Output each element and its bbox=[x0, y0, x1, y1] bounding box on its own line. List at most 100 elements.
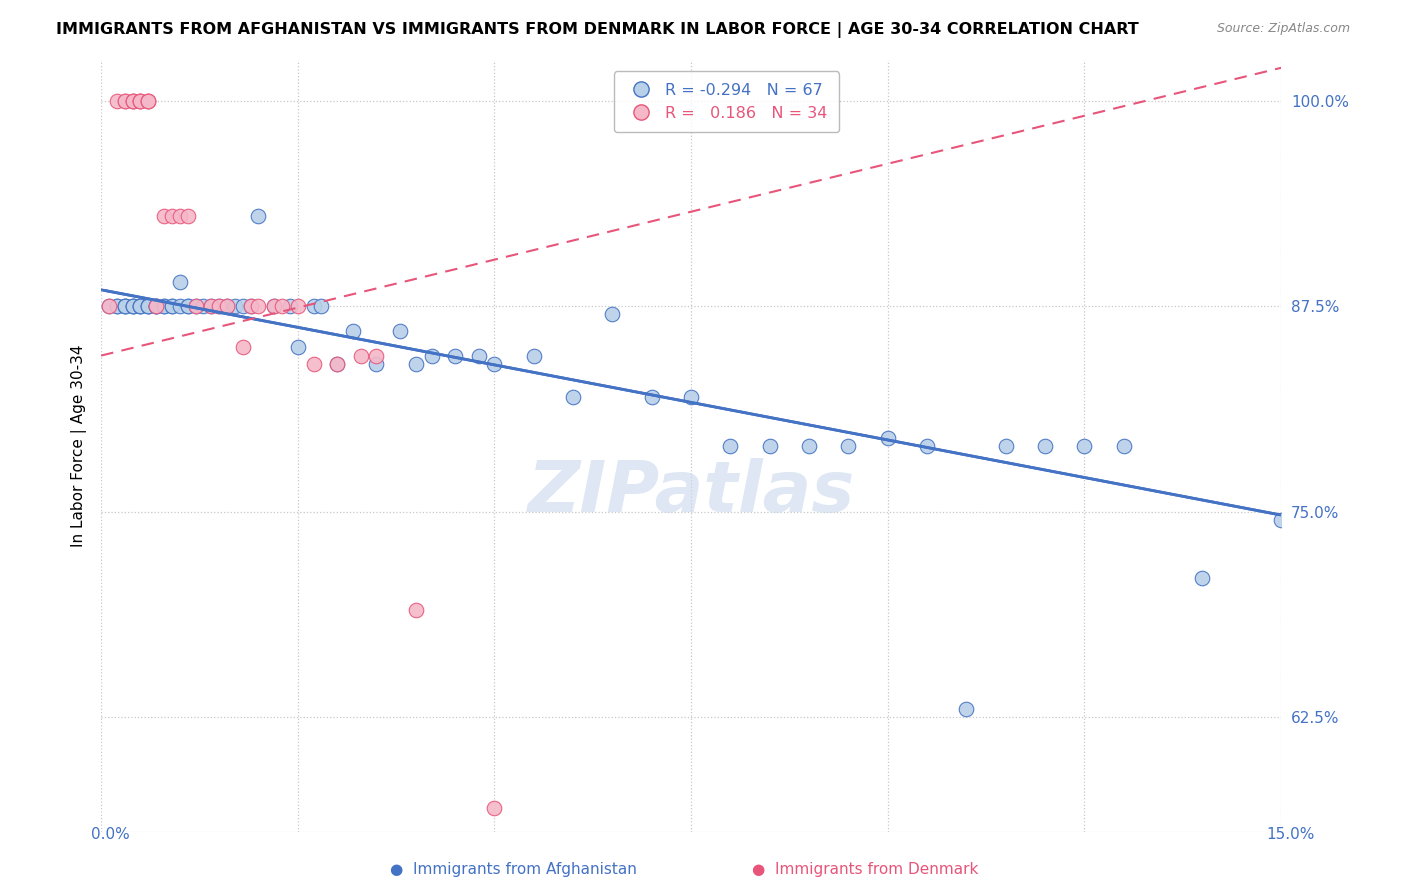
Point bbox=[114, 94, 136, 108]
Point bbox=[114, 94, 136, 108]
Point bbox=[121, 299, 143, 313]
Point bbox=[302, 299, 325, 313]
Point bbox=[326, 357, 349, 371]
Point bbox=[1112, 439, 1135, 453]
Point bbox=[114, 299, 136, 313]
Point bbox=[1033, 439, 1056, 453]
Point bbox=[136, 299, 159, 313]
Point bbox=[876, 431, 898, 445]
Point bbox=[994, 439, 1017, 453]
Point bbox=[136, 94, 159, 108]
Point bbox=[955, 702, 977, 716]
Point bbox=[200, 299, 222, 313]
Text: ●  Immigrants from Denmark: ● Immigrants from Denmark bbox=[751, 863, 979, 877]
Point bbox=[405, 603, 427, 617]
Point bbox=[263, 299, 285, 313]
Point bbox=[350, 349, 373, 363]
Point bbox=[915, 439, 938, 453]
Point bbox=[129, 94, 152, 108]
Point bbox=[239, 299, 262, 313]
Point bbox=[145, 299, 167, 313]
Point bbox=[136, 94, 159, 108]
Point bbox=[145, 299, 167, 313]
Text: IMMIGRANTS FROM AFGHANISTAN VS IMMIGRANTS FROM DENMARK IN LABOR FORCE | AGE 30-3: IMMIGRANTS FROM AFGHANISTAN VS IMMIGRANT… bbox=[56, 22, 1139, 38]
Point bbox=[444, 349, 467, 363]
Point bbox=[145, 299, 167, 313]
Point bbox=[758, 439, 780, 453]
Point bbox=[263, 299, 285, 313]
Point bbox=[121, 94, 143, 108]
Point bbox=[169, 209, 191, 223]
Point bbox=[114, 299, 136, 313]
Point bbox=[98, 299, 121, 313]
Y-axis label: In Labor Force | Age 30-34: In Labor Force | Age 30-34 bbox=[72, 344, 87, 548]
Point bbox=[389, 324, 412, 338]
Point bbox=[129, 299, 152, 313]
Point bbox=[1073, 439, 1095, 453]
Point bbox=[641, 390, 664, 404]
Point bbox=[602, 308, 624, 322]
Point bbox=[523, 349, 546, 363]
Point bbox=[271, 299, 294, 313]
Point bbox=[153, 299, 176, 313]
Point bbox=[681, 390, 703, 404]
Point bbox=[342, 324, 364, 338]
Point bbox=[160, 299, 183, 313]
Text: 0.0%: 0.0% bbox=[91, 827, 131, 841]
Point bbox=[98, 299, 121, 313]
Point bbox=[232, 340, 254, 354]
Point bbox=[366, 357, 388, 371]
Point bbox=[129, 299, 152, 313]
Point bbox=[215, 299, 238, 313]
Point bbox=[193, 299, 215, 313]
Point bbox=[484, 801, 506, 815]
Point bbox=[797, 439, 820, 453]
Point bbox=[176, 299, 198, 313]
Point bbox=[405, 357, 427, 371]
Point bbox=[136, 94, 159, 108]
Point bbox=[121, 94, 143, 108]
Point bbox=[224, 299, 246, 313]
Point bbox=[215, 299, 238, 313]
Point bbox=[160, 299, 183, 313]
Point bbox=[121, 299, 143, 313]
Point bbox=[366, 349, 388, 363]
Text: 15.0%: 15.0% bbox=[1267, 827, 1315, 841]
Point bbox=[247, 299, 270, 313]
Point bbox=[136, 299, 159, 313]
Point bbox=[720, 439, 742, 453]
Point bbox=[121, 299, 143, 313]
Point bbox=[184, 299, 207, 313]
Point bbox=[105, 299, 128, 313]
Point bbox=[169, 275, 191, 289]
Point bbox=[136, 299, 159, 313]
Point bbox=[302, 357, 325, 371]
Point bbox=[232, 299, 254, 313]
Point bbox=[247, 209, 270, 223]
Point bbox=[105, 299, 128, 313]
Point bbox=[837, 439, 859, 453]
Point bbox=[169, 299, 191, 313]
Point bbox=[121, 94, 143, 108]
Legend: R = -0.294   N = 67, R =   0.186   N = 34: R = -0.294 N = 67, R = 0.186 N = 34 bbox=[614, 71, 839, 132]
Point bbox=[239, 299, 262, 313]
Point bbox=[200, 299, 222, 313]
Point bbox=[129, 94, 152, 108]
Point bbox=[467, 349, 489, 363]
Text: ●  Immigrants from Afghanistan: ● Immigrants from Afghanistan bbox=[389, 863, 637, 877]
Point bbox=[326, 357, 349, 371]
Point bbox=[278, 299, 301, 313]
Point bbox=[129, 299, 152, 313]
Point bbox=[145, 299, 167, 313]
Point bbox=[160, 209, 183, 223]
Point bbox=[1191, 570, 1213, 584]
Point bbox=[153, 299, 176, 313]
Point bbox=[153, 209, 176, 223]
Point bbox=[208, 299, 231, 313]
Point bbox=[287, 299, 309, 313]
Text: ZIPatlas: ZIPatlas bbox=[527, 458, 855, 527]
Point bbox=[184, 299, 207, 313]
Point bbox=[208, 299, 231, 313]
Point bbox=[562, 390, 585, 404]
Point bbox=[311, 299, 333, 313]
